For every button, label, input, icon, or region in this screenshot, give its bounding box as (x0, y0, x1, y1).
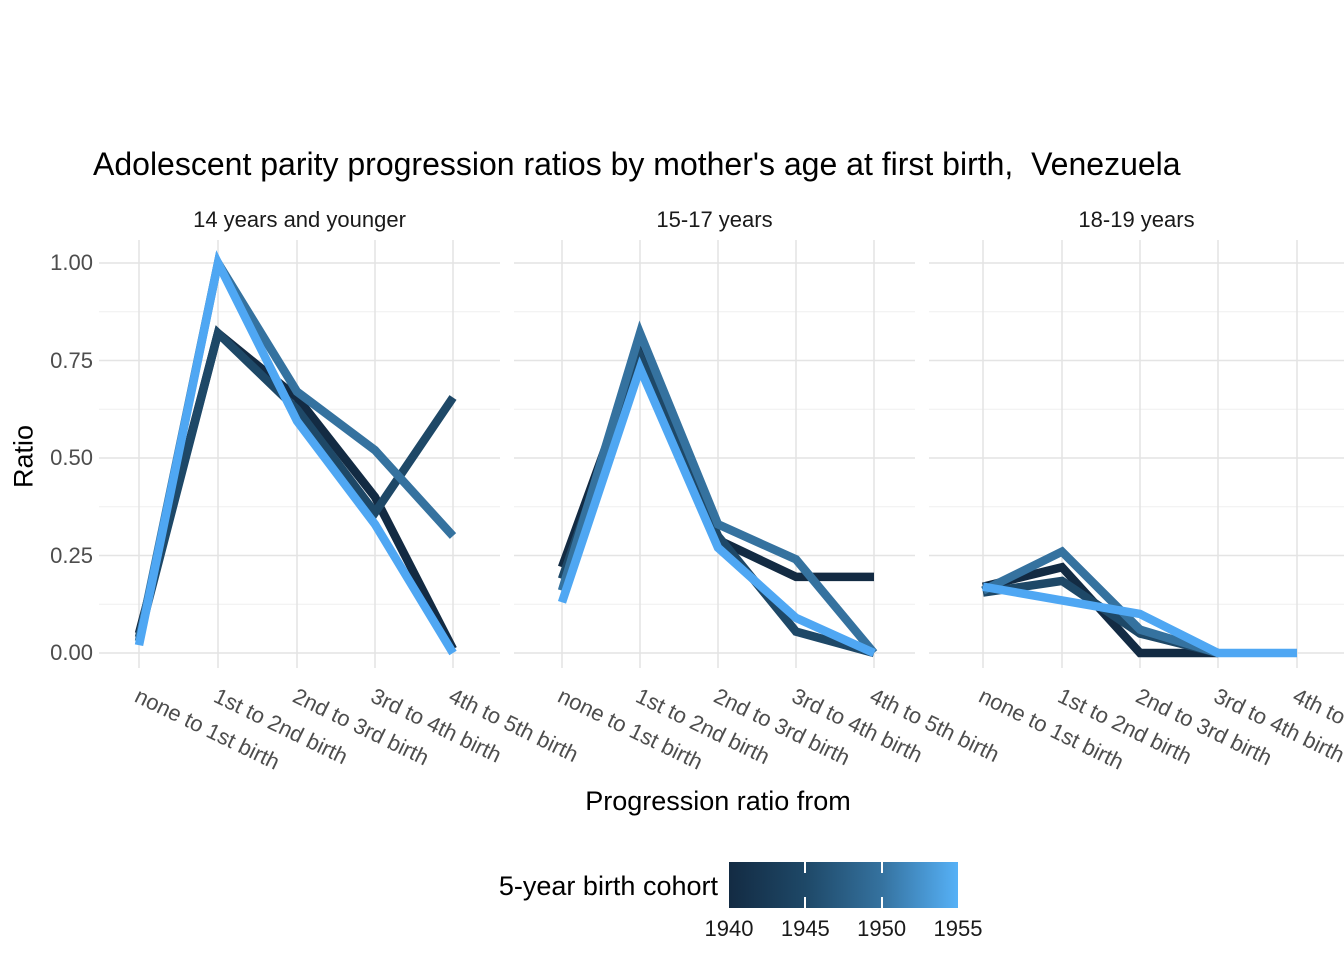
cohort-line-1940 (134, 325, 457, 652)
y-tick-label: 1.00 (50, 250, 93, 275)
facet-panel (929, 240, 1344, 668)
y-axis-title: Ratio (8, 424, 39, 489)
facet-plot-area (929, 240, 1344, 668)
legend-tick-mark (804, 862, 807, 873)
chart-title: Adolescent parity progression ratios by … (93, 146, 1181, 182)
legend-title: 5-year birth cohort (498, 871, 718, 901)
facet-strip-label: 15-17 years (656, 207, 773, 232)
facet-panel (514, 240, 915, 668)
cohort-line-1955 (134, 250, 457, 656)
legend-tick-label: 1950 (857, 916, 907, 941)
legend-tick-label: 1940 (704, 916, 754, 941)
facet-strip-label: 14 years and younger (193, 207, 406, 232)
legend-tick-mark (880, 897, 883, 908)
cohort-line-1950 (557, 320, 878, 656)
y-tick-label: 0.00 (50, 640, 93, 665)
y-tick-label: 0.75 (50, 347, 93, 373)
facet-plot-area (514, 240, 915, 668)
facet-panel (99, 240, 500, 668)
legend-tick-label: 1945 (780, 916, 830, 941)
facet-strip-label: 18-19 years (1078, 207, 1195, 232)
cohort-line-1955 (982, 582, 1297, 658)
legend-tick-mark (804, 897, 807, 908)
legend-tick-mark (880, 862, 883, 873)
legend-tick-label: 1955 (933, 916, 983, 941)
legend-colorbar (729, 862, 958, 908)
x-axis-title: Progression ratio from (585, 786, 851, 816)
y-tick-label: 0.50 (50, 445, 93, 470)
cohort-line-1955 (557, 356, 876, 657)
y-tick-label: 0.25 (50, 542, 93, 568)
cohort-line-1950 (981, 546, 1220, 658)
facet-plot-area (99, 240, 500, 668)
